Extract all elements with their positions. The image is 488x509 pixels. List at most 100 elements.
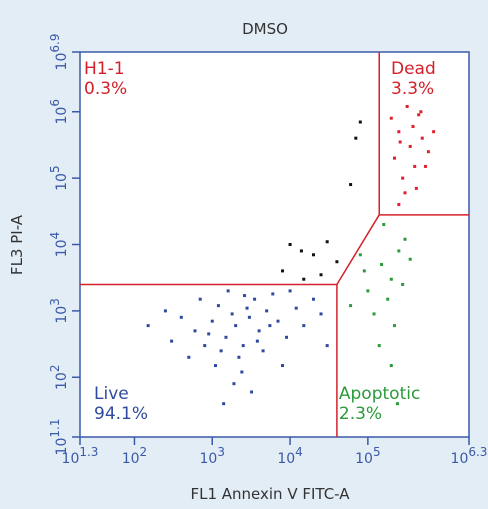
point — [237, 355, 241, 359]
gate-name: H1-1 — [84, 59, 125, 79]
point — [362, 269, 366, 273]
point — [397, 203, 401, 207]
point — [398, 140, 402, 144]
point — [213, 364, 217, 368]
point — [386, 297, 390, 301]
point — [349, 183, 353, 187]
point — [281, 364, 285, 368]
point — [420, 136, 424, 140]
chart-title: DMSO — [242, 20, 288, 38]
point — [358, 253, 362, 257]
point — [219, 349, 223, 353]
point — [193, 329, 197, 333]
point — [408, 257, 412, 261]
point — [311, 253, 315, 257]
point — [311, 297, 315, 301]
y-tick-label: 106.9 — [48, 34, 70, 71]
point — [179, 315, 183, 319]
x-tick-label: 104 — [277, 445, 302, 467]
point — [380, 262, 384, 266]
point — [426, 150, 430, 154]
point — [240, 370, 244, 374]
y-tick-label: 102 — [48, 365, 70, 390]
point — [377, 344, 381, 348]
point — [163, 309, 167, 313]
point — [393, 156, 397, 160]
y-tick-label: 105 — [48, 165, 70, 190]
x-tick-label: 101.3 — [62, 445, 99, 467]
point — [414, 186, 418, 190]
point — [257, 329, 261, 333]
point — [210, 319, 214, 323]
point — [226, 289, 230, 293]
point — [366, 289, 370, 293]
y-tick-label: 106 — [48, 99, 70, 124]
gate-stat: 3.3% — [391, 79, 434, 99]
point — [247, 315, 251, 319]
point — [288, 289, 292, 293]
point — [349, 304, 353, 308]
x-tick-label: 103 — [200, 445, 225, 467]
point — [395, 402, 399, 406]
point — [285, 335, 289, 339]
point — [146, 324, 150, 328]
point — [222, 402, 226, 406]
point — [403, 191, 407, 195]
point — [389, 364, 393, 368]
point — [389, 116, 393, 120]
y-tick-label: 104 — [48, 232, 70, 257]
point — [245, 306, 249, 310]
point — [261, 349, 265, 353]
point — [335, 260, 339, 264]
point — [389, 277, 393, 281]
y-tick-label: 101.1 — [48, 419, 70, 456]
point — [294, 306, 298, 310]
point — [224, 335, 228, 339]
point — [271, 292, 275, 296]
point — [403, 237, 407, 241]
gate-name: Dead — [391, 59, 436, 79]
x-axis-label: FL1 Annexin V FITC-A — [190, 485, 350, 503]
point — [411, 124, 415, 128]
point — [253, 297, 257, 301]
point — [187, 355, 191, 359]
x-tick-label: 105 — [355, 445, 380, 467]
point — [232, 382, 236, 386]
gate-line — [336, 214, 380, 285]
gate-stat: 0.3% — [84, 79, 127, 99]
point — [299, 249, 303, 253]
point — [216, 304, 220, 308]
point — [397, 249, 401, 253]
point — [382, 223, 386, 227]
point — [325, 344, 329, 348]
point — [268, 324, 272, 328]
point — [319, 273, 323, 277]
point — [234, 324, 238, 328]
point — [417, 113, 421, 117]
point — [241, 344, 245, 348]
point — [325, 240, 329, 244]
point — [207, 332, 211, 336]
gate-stat: 94.1% — [94, 404, 148, 424]
point — [243, 294, 247, 298]
point — [393, 324, 397, 328]
gate-name: Live — [94, 384, 129, 404]
point — [432, 130, 436, 134]
x-tick-label: 106.3 — [451, 445, 488, 467]
point — [281, 269, 285, 273]
gate-name: Apoptotic — [339, 384, 420, 404]
point — [170, 339, 174, 343]
point — [302, 324, 306, 328]
point — [358, 120, 362, 124]
gate-stat: 2.3% — [339, 404, 382, 424]
point — [319, 312, 323, 316]
point — [405, 104, 409, 108]
point — [203, 344, 207, 348]
point — [250, 390, 254, 394]
point — [230, 312, 234, 316]
point — [288, 243, 292, 247]
x-tick-label: 102 — [122, 445, 147, 467]
point — [397, 130, 401, 134]
point — [408, 144, 412, 148]
